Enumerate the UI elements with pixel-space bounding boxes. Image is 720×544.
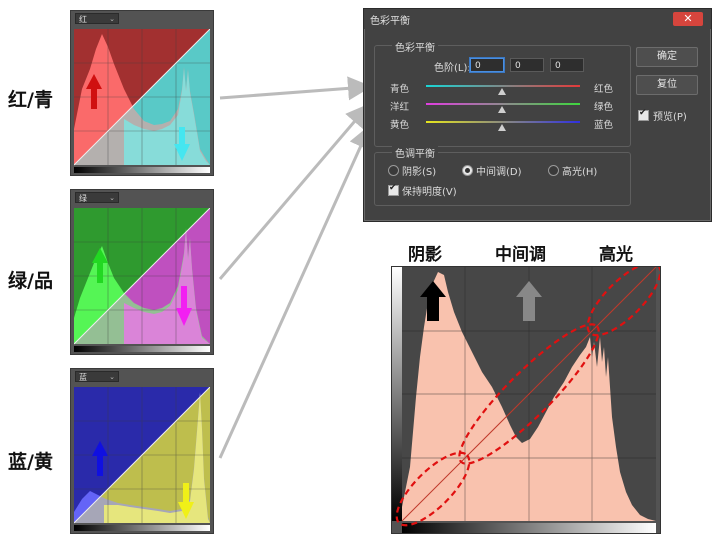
tonal-histogram	[392, 261, 662, 533]
dialog-title: 色彩平衡	[370, 16, 410, 27]
slider-thumb[interactable]	[498, 124, 506, 131]
channel-select[interactable]: 蓝 ⌄	[75, 371, 119, 382]
connector-arrow-red	[219, 76, 372, 101]
dialog-titlebar[interactable]	[364, 9, 711, 29]
channel-select[interactable]: 红 ⌄	[75, 13, 119, 24]
radio-shadows-label[interactable]: 阴影(S)	[402, 167, 437, 178]
preserve-luminosity-label[interactable]: 保持明度(V)	[402, 187, 457, 198]
tone-group	[374, 152, 631, 206]
close-icon: ✕	[683, 12, 693, 25]
magenta-green-slider[interactable]	[426, 103, 580, 105]
header-shadows: 阴影	[408, 245, 442, 265]
ok-button[interactable]: 确定	[636, 47, 698, 67]
label-blue-yellow: 蓝/黄	[8, 451, 53, 473]
curve-graph	[74, 208, 210, 352]
connector-arrow-blue	[218, 124, 372, 459]
level-field-2[interactable]: 0	[510, 58, 544, 72]
arrow-up-icon	[92, 248, 108, 283]
slider-thumb[interactable]	[498, 88, 506, 95]
arrow-down-icon	[176, 286, 192, 326]
channel-select[interactable]: 绿 ⌄	[75, 192, 119, 203]
label-green-magenta: 绿/品	[8, 270, 53, 292]
slider-green-label: 绿色	[594, 102, 614, 113]
preview-label[interactable]: 预览(P)	[653, 112, 687, 123]
arrow-up-icon	[86, 74, 102, 109]
reset-button[interactable]: 复位	[636, 75, 698, 95]
level-field-3[interactable]: 0	[550, 58, 584, 72]
slider-blue-label: 蓝色	[594, 120, 614, 131]
cyan-red-slider[interactable]	[426, 85, 580, 87]
tonal-histogram-panel	[391, 261, 662, 534]
tone-group-title: 色调平衡	[392, 145, 438, 160]
header-highlights: 高光	[599, 245, 633, 265]
curve-graph	[74, 387, 210, 531]
arrow-up-icon	[92, 441, 108, 476]
slider-cyan-label: 青色	[390, 84, 410, 95]
color-balance-dialog: 色彩平衡 ✕ 色彩平衡 色阶(L): 0 0 0 青色 红色 洋红 绿色 黄色 …	[363, 8, 712, 222]
arrow-down-icon	[174, 127, 190, 161]
radio-midtones-label[interactable]: 中间调(D)	[476, 167, 522, 178]
radio-midtones[interactable]	[462, 165, 473, 176]
curves-panel-green: 绿 ⌄	[70, 189, 214, 355]
radio-shadows[interactable]	[388, 165, 399, 176]
midtones-ellipse	[458, 323, 600, 465]
slider-magenta-label: 洋红	[390, 102, 410, 113]
yellow-blue-slider[interactable]	[426, 121, 580, 123]
balance-group-title: 色彩平衡	[392, 39, 438, 54]
slider-thumb[interactable]	[498, 106, 506, 113]
radio-highlights[interactable]	[548, 165, 559, 176]
curves-panel-red: 红 ⌄	[70, 10, 214, 176]
shadows-arrow-up-icon	[420, 281, 446, 321]
connector-arrow-green	[218, 103, 370, 280]
label-red-cyan: 红/青	[8, 89, 53, 111]
arrow-down-icon	[178, 483, 194, 519]
preserve-luminosity-checkbox[interactable]	[388, 183, 399, 196]
curve-graph	[74, 29, 210, 173]
slider-yellow-label: 黄色	[390, 120, 410, 131]
radio-highlights-label[interactable]: 高光(H)	[562, 167, 598, 178]
preview-checkbox[interactable]	[638, 108, 649, 121]
close-button[interactable]: ✕	[673, 12, 703, 26]
level-field-1[interactable]: 0	[470, 58, 504, 72]
curves-panel-blue: 蓝 ⌄	[70, 368, 214, 534]
slider-red-label: 红色	[594, 84, 614, 95]
midtones-arrow-up-icon	[516, 281, 542, 321]
header-midtones: 中间调	[495, 245, 546, 265]
levels-label: 色阶(L):	[434, 63, 471, 74]
balance-group	[374, 45, 631, 147]
shadows-ellipse	[395, 451, 471, 527]
